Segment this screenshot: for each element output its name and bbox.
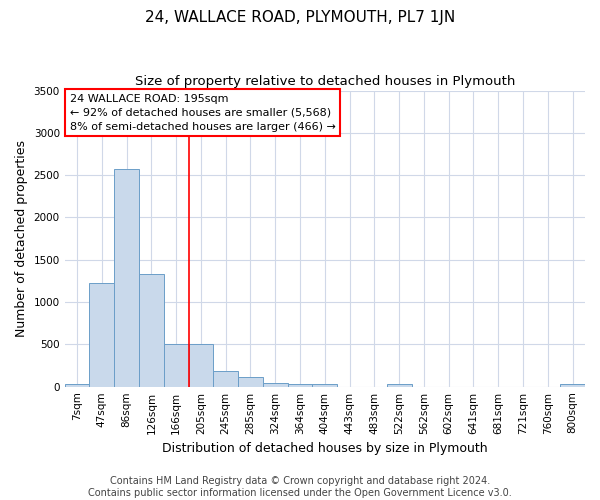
Bar <box>89 282 114 387</box>
Bar <box>560 384 585 386</box>
Text: Contains HM Land Registry data © Crown copyright and database right 2024.
Contai: Contains HM Land Registry data © Crown c… <box>88 476 512 498</box>
Bar <box>114 169 139 386</box>
Bar <box>164 344 188 387</box>
Text: 24 WALLACE ROAD: 195sqm
← 92% of detached houses are smaller (5,568)
8% of semi-: 24 WALLACE ROAD: 195sqm ← 92% of detache… <box>70 94 336 132</box>
Bar <box>387 384 412 386</box>
Bar <box>65 384 89 386</box>
Bar <box>263 383 287 386</box>
Bar <box>214 370 238 386</box>
Bar <box>139 274 164 386</box>
Text: 24, WALLACE ROAD, PLYMOUTH, PL7 1JN: 24, WALLACE ROAD, PLYMOUTH, PL7 1JN <box>145 10 455 25</box>
Bar <box>238 378 263 386</box>
Title: Size of property relative to detached houses in Plymouth: Size of property relative to detached ho… <box>134 75 515 88</box>
X-axis label: Distribution of detached houses by size in Plymouth: Distribution of detached houses by size … <box>162 442 488 455</box>
Y-axis label: Number of detached properties: Number of detached properties <box>15 140 28 337</box>
Bar <box>287 384 313 386</box>
Bar <box>313 384 337 386</box>
Bar <box>188 344 214 387</box>
